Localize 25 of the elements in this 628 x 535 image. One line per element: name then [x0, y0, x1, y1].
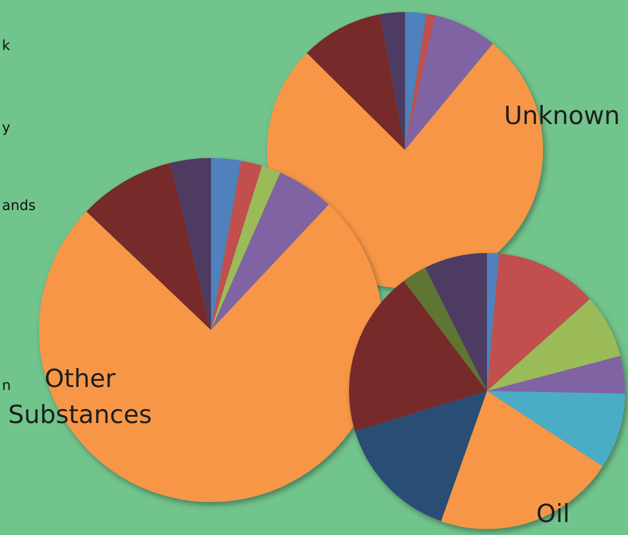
pie-slice: [86, 162, 211, 330]
pie-slice: [441, 391, 603, 529]
pie-slice: [487, 299, 620, 391]
text: k: [2, 38, 11, 54]
pie-slice: [170, 158, 211, 330]
text: ands: [2, 198, 36, 214]
pie-slice: [405, 15, 493, 150]
pie-slice: [211, 172, 329, 330]
pie-slice: [211, 166, 280, 330]
pie-slice: [487, 254, 590, 391]
pie-slice: [354, 391, 487, 522]
pie-slice: [404, 268, 487, 391]
pie-slice: [380, 12, 405, 150]
pie-slice: [349, 280, 487, 432]
text: y: [2, 120, 10, 136]
pie-slice: [487, 356, 625, 394]
pie-slice: [306, 14, 405, 150]
pie-slice: [425, 253, 487, 391]
pie-slice: [405, 12, 427, 150]
pie-slice: [211, 158, 242, 330]
pie-slice: [405, 14, 436, 150]
pie-slice: [487, 391, 625, 466]
pie-slice: [487, 253, 500, 391]
pie-slice: [211, 160, 262, 330]
text: n: [2, 378, 11, 394]
